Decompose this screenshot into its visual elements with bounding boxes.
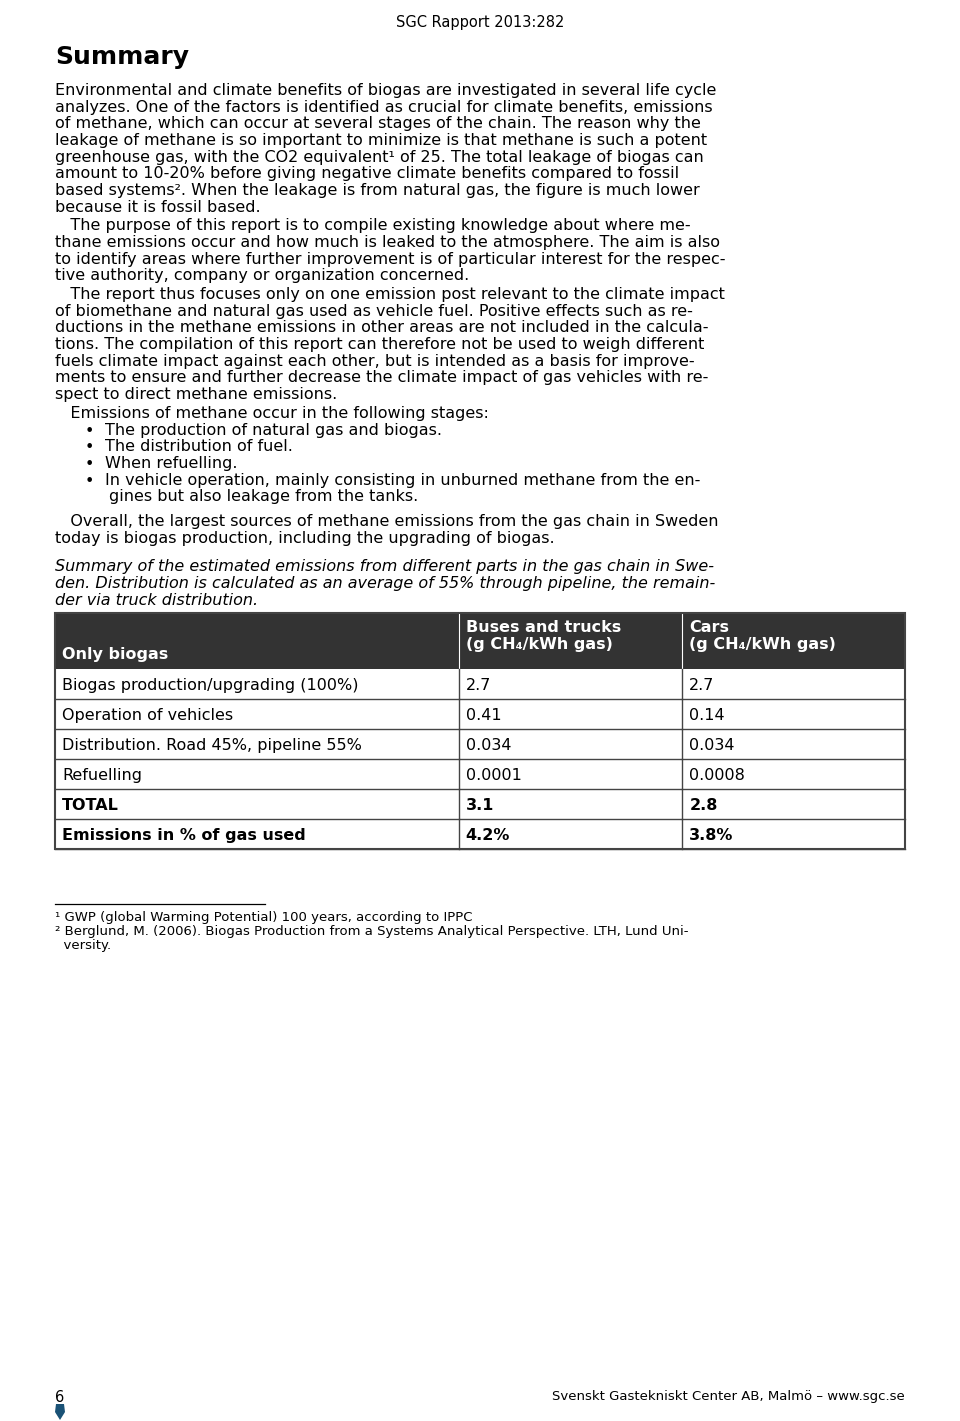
Text: When refuelling.: When refuelling. bbox=[105, 456, 237, 470]
Text: amount to 10-20% before giving negative climate benefits compared to fossil: amount to 10-20% before giving negative … bbox=[55, 166, 679, 182]
Polygon shape bbox=[55, 1404, 65, 1420]
Text: Svenskt Gastekniskt Center AB, Malmö – www.sgc.se: Svenskt Gastekniskt Center AB, Malmö – w… bbox=[552, 1390, 905, 1403]
Text: •: • bbox=[85, 473, 94, 489]
Text: to identify areas where further improvement is of particular interest for the re: to identify areas where further improvem… bbox=[55, 252, 726, 267]
Text: leakage of methane is so important to minimize is that methane is such a potent: leakage of methane is so important to mi… bbox=[55, 134, 708, 148]
Text: Only biogas: Only biogas bbox=[62, 647, 168, 662]
Text: 2.8: 2.8 bbox=[689, 797, 718, 813]
Text: versity.: versity. bbox=[55, 939, 111, 952]
Text: 3.8%: 3.8% bbox=[689, 828, 733, 843]
Bar bbox=[55, 820, 905, 850]
Text: (g CH₄/kWh gas): (g CH₄/kWh gas) bbox=[689, 637, 836, 652]
Text: Environmental and climate benefits of biogas are investigated in several life cy: Environmental and climate benefits of bi… bbox=[55, 82, 716, 98]
Text: 6: 6 bbox=[55, 1390, 64, 1405]
Text: (g CH₄/kWh gas): (g CH₄/kWh gas) bbox=[466, 637, 612, 652]
Text: TOTAL: TOTAL bbox=[62, 797, 119, 813]
Text: Biogas production/upgrading (100%): Biogas production/upgrading (100%) bbox=[62, 678, 358, 693]
Bar bbox=[55, 759, 905, 789]
Text: of biomethane and natural gas used as vehicle fuel. Positive effects such as re-: of biomethane and natural gas used as ve… bbox=[55, 304, 693, 318]
Text: Buses and trucks: Buses and trucks bbox=[466, 620, 621, 635]
Text: 3.1: 3.1 bbox=[466, 797, 494, 813]
Text: Summary: Summary bbox=[55, 45, 189, 70]
Text: Summary of the estimated emissions from different parts in the gas chain in Swe-: Summary of the estimated emissions from … bbox=[55, 560, 714, 574]
Text: 0.14: 0.14 bbox=[689, 708, 725, 723]
Text: thane emissions occur and how much is leaked to the atmosphere. The aim is also: thane emissions occur and how much is le… bbox=[55, 234, 720, 250]
Text: Emissions of methane occur in the following stages:: Emissions of methane occur in the follow… bbox=[55, 406, 489, 421]
Text: Distribution. Road 45%, pipeline 55%: Distribution. Road 45%, pipeline 55% bbox=[62, 737, 362, 753]
Text: SGC Rapport 2013:282: SGC Rapport 2013:282 bbox=[396, 16, 564, 30]
Text: greenhouse gas, with the CO2 equivalent¹ of 25. The total leakage of biogas can: greenhouse gas, with the CO2 equivalent¹… bbox=[55, 149, 704, 165]
Text: The report thus focuses only on one emission post relevant to the climate impact: The report thus focuses only on one emis… bbox=[55, 287, 725, 303]
Text: 2.7: 2.7 bbox=[689, 678, 714, 693]
Text: den. Distribution is calculated as an average of 55% through pipeline, the remai: den. Distribution is calculated as an av… bbox=[55, 576, 715, 591]
Text: ductions in the methane emissions in other areas are not included in the calcula: ductions in the methane emissions in oth… bbox=[55, 321, 708, 335]
Text: 2.7: 2.7 bbox=[466, 678, 492, 693]
Text: spect to direct methane emissions.: spect to direct methane emissions. bbox=[55, 387, 337, 402]
Text: ² Berglund, M. (2006). Biogas Production from a Systems Analytical Perspective. : ² Berglund, M. (2006). Biogas Production… bbox=[55, 925, 688, 938]
Text: based systems². When the leakage is from natural gas, the figure is much lower: based systems². When the leakage is from… bbox=[55, 183, 700, 198]
Text: Overall, the largest sources of methane emissions from the gas chain in Sweden: Overall, the largest sources of methane … bbox=[55, 514, 718, 529]
Text: tive authority, company or organization concerned.: tive authority, company or organization … bbox=[55, 269, 469, 283]
Text: today is biogas production, including the upgrading of biogas.: today is biogas production, including th… bbox=[55, 530, 555, 546]
Text: ments to ensure and further decrease the climate impact of gas vehicles with re-: ments to ensure and further decrease the… bbox=[55, 371, 708, 385]
Text: 0.0008: 0.0008 bbox=[689, 767, 745, 783]
Bar bbox=[55, 729, 905, 759]
Text: Emissions in % of gas used: Emissions in % of gas used bbox=[62, 828, 305, 843]
Text: tions. The compilation of this report can therefore not be used to weigh differe: tions. The compilation of this report ca… bbox=[55, 337, 705, 352]
Bar bbox=[55, 614, 905, 850]
Text: Operation of vehicles: Operation of vehicles bbox=[62, 708, 233, 723]
Text: •: • bbox=[85, 441, 94, 455]
Text: analyzes. One of the factors is identified as crucial for climate benefits, emis: analyzes. One of the factors is identifi… bbox=[55, 99, 712, 115]
Bar bbox=[55, 699, 905, 729]
Bar bbox=[55, 669, 905, 699]
Text: ¹ GWP (global Warming Potential) 100 years, according to IPPC: ¹ GWP (global Warming Potential) 100 yea… bbox=[55, 911, 472, 924]
Text: 0.0001: 0.0001 bbox=[466, 767, 521, 783]
Text: In vehicle operation, mainly consisting in unburned methane from the en-: In vehicle operation, mainly consisting … bbox=[105, 473, 701, 487]
Text: The production of natural gas and biogas.: The production of natural gas and biogas… bbox=[105, 422, 442, 438]
Text: The purpose of this report is to compile existing knowledge about where me-: The purpose of this report is to compile… bbox=[55, 219, 690, 233]
Text: •: • bbox=[85, 423, 94, 439]
Text: The distribution of fuel.: The distribution of fuel. bbox=[105, 439, 293, 455]
Text: fuels climate impact against each other, but is intended as a basis for improve-: fuels climate impact against each other,… bbox=[55, 354, 695, 369]
Text: 0.034: 0.034 bbox=[466, 737, 512, 753]
Bar bbox=[55, 789, 905, 820]
Text: •: • bbox=[85, 456, 94, 472]
Text: of methane, which can occur at several stages of the chain. The reason why the: of methane, which can occur at several s… bbox=[55, 117, 701, 131]
Text: der via truck distribution.: der via truck distribution. bbox=[55, 593, 258, 608]
Text: 0.41: 0.41 bbox=[466, 708, 501, 723]
Text: 0.034: 0.034 bbox=[689, 737, 734, 753]
Bar bbox=[55, 614, 905, 669]
Text: Cars: Cars bbox=[689, 620, 730, 635]
Text: gines but also leakage from the tanks.: gines but also leakage from the tanks. bbox=[109, 489, 419, 504]
Text: 4.2%: 4.2% bbox=[466, 828, 510, 843]
Text: Refuelling: Refuelling bbox=[62, 767, 142, 783]
Text: because it is fossil based.: because it is fossil based. bbox=[55, 200, 260, 215]
